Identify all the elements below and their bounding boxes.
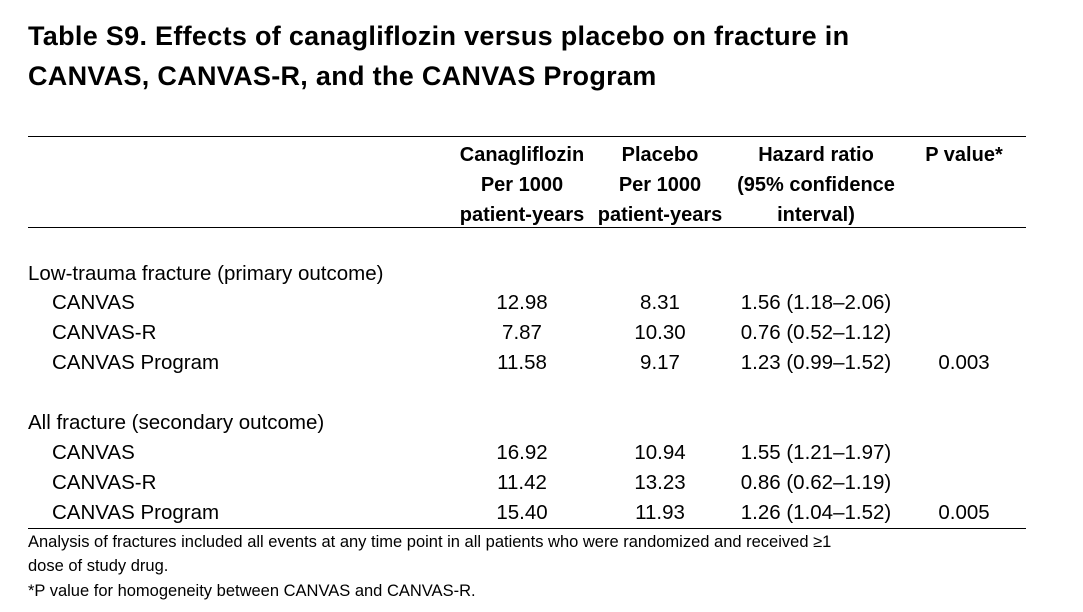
value-canagliflozin: 15.40 xyxy=(496,501,548,524)
value-placebo: 11.93 xyxy=(635,501,685,524)
value-p: 0.003 xyxy=(938,351,990,374)
value-canagliflozin: 16.92 xyxy=(496,441,548,464)
header-placebo: Placebo Per 1000 patient-years xyxy=(597,144,723,226)
footnote-p-value: *P value for homogeneity between CANVAS … xyxy=(28,582,476,600)
row-label: CANVAS-R xyxy=(52,471,157,494)
value-hazard-ratio: 1.26 (1.04–1.52) xyxy=(740,501,892,524)
value-canagliflozin: 11.58 xyxy=(497,351,547,374)
value-placebo: 10.94 xyxy=(634,441,686,464)
value-hazard-ratio: 0.86 (0.62–1.19) xyxy=(740,471,892,494)
header-canagliflozin: Canagliflozin Per 1000 patient-years xyxy=(459,144,585,226)
title-line-2: CANVAS, CANVAS-R, and the CANVAS Program xyxy=(28,61,657,91)
row-label: CANVAS-R xyxy=(52,321,157,344)
value-hazard-ratio: 1.56 (1.18–2.06) xyxy=(740,291,892,314)
header-p-value: P value* xyxy=(925,144,1003,166)
header-bottom-rule xyxy=(28,227,1026,228)
row-label: CANVAS Program xyxy=(52,501,220,524)
value-canagliflozin: 12.98 xyxy=(496,291,548,314)
value-canagliflozin: 7.87 xyxy=(502,321,542,344)
table-bottom-rule xyxy=(28,528,1026,529)
table-top-rule xyxy=(28,136,1026,137)
value-placebo: 8.31 xyxy=(640,291,680,314)
footnote-analysis: Analysis of fractures included all event… xyxy=(28,533,832,551)
value-placebo: 9.17 xyxy=(640,351,680,374)
value-placebo: 10.30 xyxy=(634,321,686,344)
row-label: CANVAS xyxy=(52,291,135,314)
row-label: CANVAS xyxy=(52,441,135,464)
title-line-1: Table S9. Effects of canagliflozin versu… xyxy=(28,21,850,51)
value-hazard-ratio: 1.55 (1.21–1.97) xyxy=(740,441,892,464)
value-hazard-ratio: 0.76 (0.52–1.12) xyxy=(740,321,892,344)
value-p: 0.005 xyxy=(938,501,990,524)
value-hazard-ratio: 1.23 (0.99–1.52) xyxy=(740,351,892,374)
value-canagliflozin: 11.42 xyxy=(497,471,547,494)
row-label: CANVAS Program xyxy=(52,351,220,374)
section-label-all-fracture: All fracture (secondary outcome) xyxy=(28,411,325,434)
section-label-low-trauma: Low-trauma fracture (primary outcome) xyxy=(28,262,384,285)
header-hazard-ratio: Hazard ratio (95% confidence interval) xyxy=(737,144,895,226)
footnote-analysis-continued: dose of study drug. xyxy=(28,557,169,575)
value-placebo: 13.23 xyxy=(634,471,686,494)
